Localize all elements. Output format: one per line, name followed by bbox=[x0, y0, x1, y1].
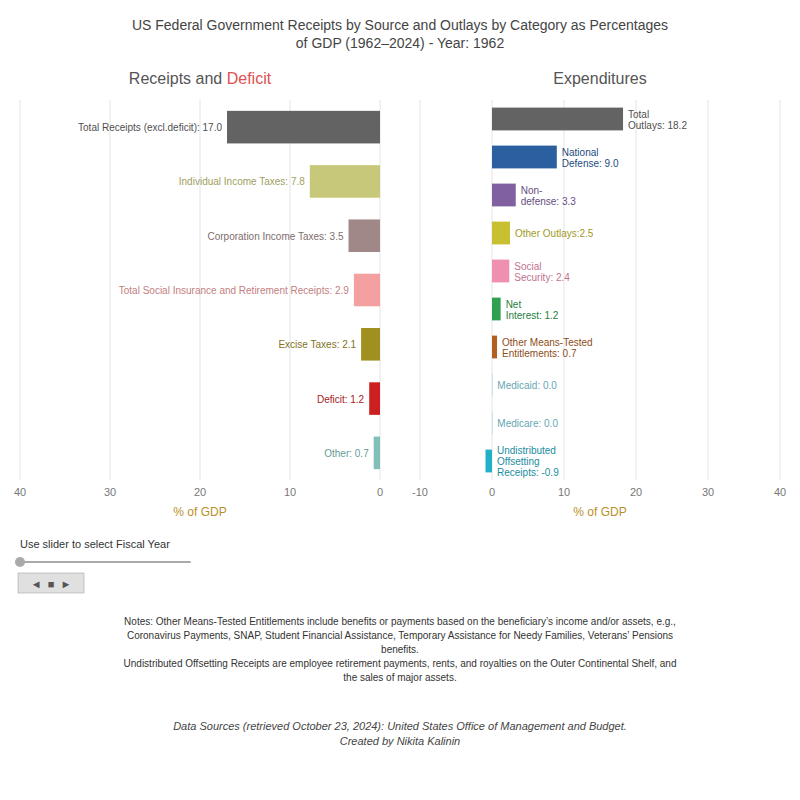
footer: Use slider to select Fiscal Year ◄ ■ ► Not… bbox=[15, 538, 676, 747]
bar-label: TotalOutlays: 18.2 bbox=[628, 109, 687, 131]
axis-label: % of GDP bbox=[573, 505, 626, 519]
tick-label: -10 bbox=[412, 486, 428, 498]
bar bbox=[227, 111, 380, 144]
bar-label: Total Receipts (excl.deficit): 17.0 bbox=[78, 122, 222, 133]
panel: Expenditures -10 0 10 20 30 40 % of GDP TotalOut… bbox=[412, 70, 786, 519]
bar-label: Excise Taxes: 2.1 bbox=[278, 339, 356, 350]
bar-label: SocialSecurity: 2.4 bbox=[514, 261, 570, 283]
slider-caption: Use slider to select Fiscal Year bbox=[20, 538, 170, 550]
bar bbox=[492, 108, 623, 131]
bar-label: Medicare: 0.0 bbox=[497, 418, 558, 429]
bar-label: Deficit: 1.2 bbox=[317, 394, 365, 405]
bar bbox=[492, 184, 516, 207]
tick-label: 0 bbox=[489, 486, 495, 498]
bar bbox=[369, 382, 380, 415]
tick-label: 20 bbox=[630, 486, 642, 498]
subtitle: Receipts and Deficit bbox=[129, 70, 272, 87]
tick-label: 0 bbox=[377, 486, 383, 498]
bar bbox=[354, 274, 380, 307]
bar-label: Medicaid: 0.0 bbox=[497, 380, 557, 391]
tick-label: 40 bbox=[14, 486, 26, 498]
background bbox=[0, 0, 800, 800]
grid-line bbox=[780, 100, 781, 480]
bar bbox=[492, 412, 493, 435]
grid-line bbox=[110, 100, 111, 480]
bar-label: Total Social Insurance and Retirement Re… bbox=[119, 285, 350, 296]
subtitle-part: Receipts and bbox=[129, 70, 227, 87]
tick-label: 40 bbox=[774, 486, 786, 498]
bars bbox=[486, 108, 624, 473]
title: US Federal Government Receipts by Source… bbox=[132, 17, 668, 51]
figure: US Federal Government Receipts by Source… bbox=[0, 0, 800, 800]
bar bbox=[374, 437, 380, 470]
axis-label: % of GDP bbox=[173, 505, 226, 519]
bar-label: Corporation Income Taxes: 3.5 bbox=[207, 231, 343, 242]
buttons-box bbox=[18, 573, 84, 593]
bar bbox=[349, 219, 381, 252]
grid-line bbox=[708, 100, 709, 480]
grid-line bbox=[420, 100, 421, 480]
bar bbox=[486, 450, 492, 473]
notes: Notes: Other Means-Tested Entitlements i… bbox=[124, 616, 677, 683]
subtitle-part: Deficit bbox=[227, 70, 272, 87]
slider-buttons: ◄ ■ ► bbox=[31, 578, 72, 590]
bar bbox=[492, 146, 557, 169]
bar-label: Other: 0.7 bbox=[324, 448, 369, 459]
bar bbox=[492, 222, 510, 245]
tick-label: 30 bbox=[702, 486, 714, 498]
tick-label: 30 bbox=[104, 486, 116, 498]
tick-label: 10 bbox=[558, 486, 570, 498]
grid-line bbox=[20, 100, 21, 480]
bar-label: Individual Income Taxes: 7.8 bbox=[179, 176, 305, 187]
panel: Receipts and Deficit 40 30 20 10 0 % of GDP Tot… bbox=[14, 70, 383, 519]
subtitle: Expenditures bbox=[553, 70, 646, 87]
bar-label: Non-defense: 3.3 bbox=[521, 185, 576, 207]
slider-track bbox=[20, 561, 190, 563]
slider-handle bbox=[15, 557, 25, 567]
bar bbox=[492, 374, 493, 397]
bar bbox=[310, 165, 380, 198]
bar-label: NationalDefense: 9.0 bbox=[562, 147, 619, 169]
bar-label: NetInterest: 1.2 bbox=[506, 299, 559, 321]
grid-line bbox=[636, 100, 637, 480]
bar-label: UndistributedOffsettingReceipts: -0.9 bbox=[497, 445, 559, 478]
bar-label: Other Outlays:2.5 bbox=[515, 228, 594, 239]
bar-label: Other Means-TestedEntitlements: 0.7 bbox=[502, 337, 593, 359]
bar bbox=[492, 298, 501, 321]
source: Data Sources (retrieved October 23, 2024… bbox=[173, 720, 627, 747]
bar bbox=[492, 260, 509, 283]
bar bbox=[361, 328, 380, 361]
bar bbox=[492, 336, 497, 359]
tick-label: 10 bbox=[284, 486, 296, 498]
tick-label: 20 bbox=[194, 486, 206, 498]
